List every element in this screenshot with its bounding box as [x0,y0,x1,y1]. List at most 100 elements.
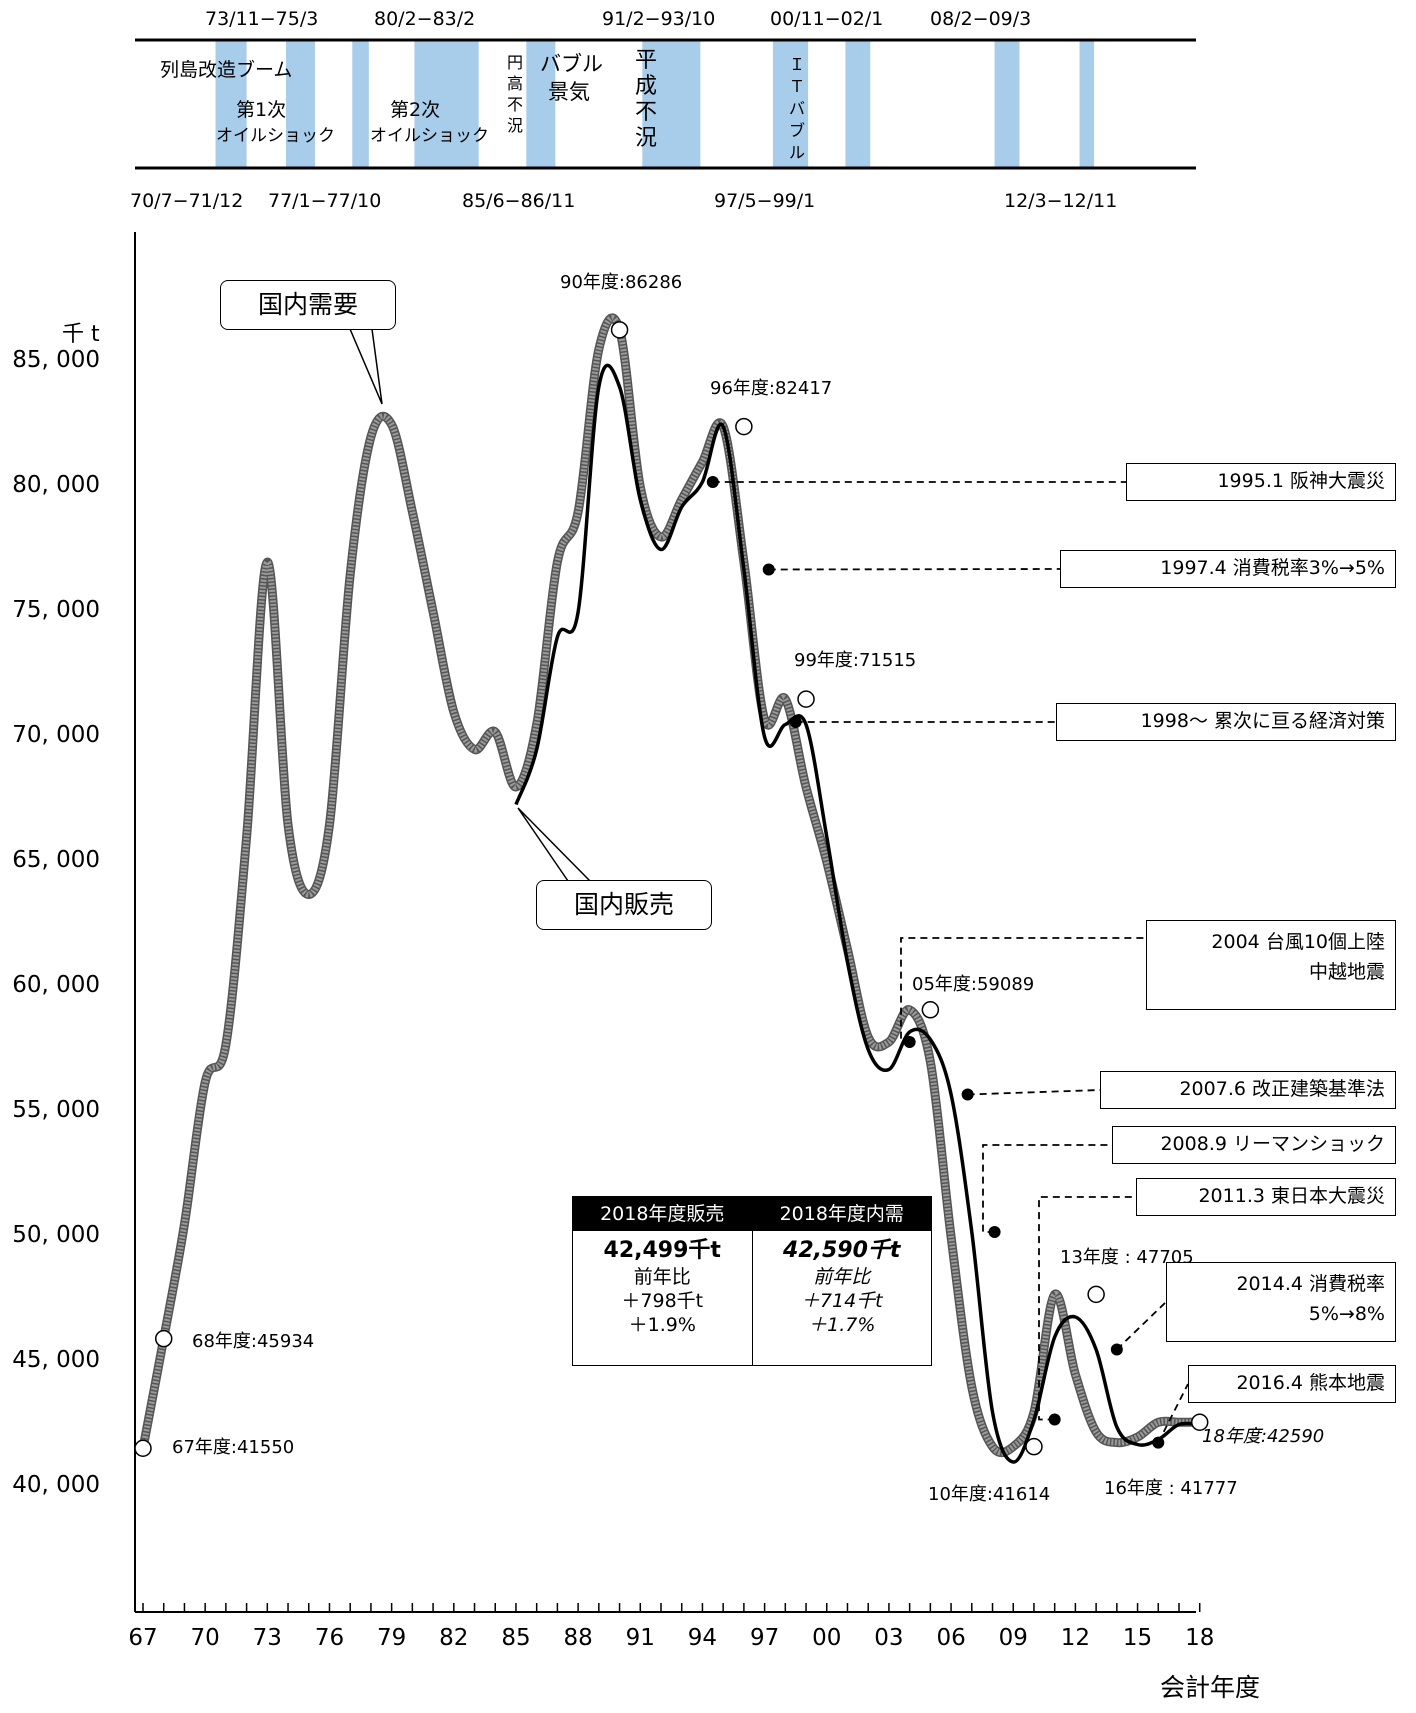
top-range-1: 73/11−75/3 [205,8,319,30]
era-bubble-b: 景気 [548,80,590,104]
y-tick-label: 75, 000 [12,597,100,623]
x-tick-label: 73 [252,1625,282,1651]
summary-demand-value: 42,590千t [783,1238,901,1263]
era-bubble-a: バブル [540,52,603,76]
x-tick-label: 82 [439,1625,469,1651]
marker-open-1990 [610,321,629,339]
marker-open-1999 [797,690,815,708]
event-2004: 2004 台風10個上陸 中越地震 [1146,920,1396,1010]
recession-band-9 [1079,40,1095,168]
x-tick-label: 03 [874,1625,904,1651]
recession-band-8 [994,40,1020,168]
marker-open-2018 [1190,1413,1209,1431]
bottom-range-5: 12/3−12/11 [1004,190,1118,212]
event-leader-1997 [768,568,1061,571]
marker-open-1968 [154,1329,173,1348]
event-marker-1997 [762,563,775,576]
summary-sales-yoy-label: 前年比 [633,1266,691,1288]
recession-band-3 [414,40,479,168]
y-tick-label: 60, 000 [12,972,100,998]
top-range-4: 00/11−02/1 [770,8,884,30]
point-label-05: 05年度:59089 [912,974,1035,995]
event-2014: 2014.4 消費税率 5%→8% [1166,1262,1396,1342]
event-2014-line2: 5%→8% [1308,1303,1385,1325]
recession-band-7 [845,40,871,168]
x-tick-label: 79 [376,1625,407,1651]
event-marker-2004 [903,1036,916,1048]
event-marker-2008 [988,1226,1001,1238]
recession-band-0 [215,40,247,168]
era-oil-shock-2-b: オイルショック [370,126,489,146]
summary-demand-yoy-label: 前年比 [813,1266,871,1288]
event-2016: 2016.4 熊本地震 [1188,1365,1396,1403]
marker-open-2013 [1087,1285,1105,1304]
marker-open-2005 [921,1001,940,1019]
series-demand-line [140,314,1200,1456]
recession-band-4 [526,40,556,168]
summary-sales-value: 42,499千t [603,1238,721,1263]
summary-demand-diff: ＋714千t [800,1290,883,1312]
event-2008: 2008.9 リーマンショック [1112,1126,1396,1164]
x-tick-label: 85 [501,1625,531,1651]
y-tick-label: 50, 000 [12,1222,100,1248]
event-2007: 2007.6 改正建築基準法 [1100,1071,1396,1109]
event-marker-1998 [789,716,802,728]
summary-demand-header: 2018年度内需 [752,1197,931,1231]
era-retto-boom: 列島改造ブーム [160,59,293,81]
x-tick-label: 00 [812,1625,842,1651]
point-label-99: 99年度:71515 [794,650,917,671]
summary-demand-pct: ＋1.7% [808,1314,876,1336]
point-label-13: 13年度 : 47705 [1060,1247,1194,1268]
recession-band-6 [772,40,809,168]
point-label-16: 16年度 : 41777 [1104,1478,1238,1499]
summary-demand-col: 2018年度内需 42,590千t 前年比 ＋714千t ＋1.7% [751,1197,931,1365]
event-marker-1995 [706,476,719,488]
x-tick-label: 09 [998,1625,1028,1651]
point-label-10: 10年度:41614 [928,1484,1051,1505]
summary-sales-header: 2018年度販売 [573,1197,752,1231]
x-tick-label: 97 [749,1625,780,1651]
x-tick-label: 70 [190,1625,220,1651]
era-heisei: 平成不況 [634,48,657,151]
callout-sales-pointer [517,807,591,882]
x-tick-label: 18 [1185,1625,1215,1651]
marker-open-1967 [134,1439,152,1457]
top-range-2: 80/2−83/2 [374,8,476,30]
event-leader-2008 [982,1144,1112,1233]
unit-label: 千 t [62,322,100,347]
recession-band-2 [352,40,369,168]
y-tick-label: 55, 000 [12,1097,100,1123]
point-label-18: 18年度:42590 [1202,1426,1325,1447]
x-tick-label: 91 [625,1625,655,1651]
point-label-67: 67年度:41550 [172,1437,295,1458]
top-range-3: 91/2−93/10 [602,8,716,30]
event-leader-2014 [1116,1301,1167,1351]
y-tick-label: 80, 000 [12,472,100,498]
y-tick-label: 65, 000 [12,847,100,873]
event-1995: 1995.1 阪神大震災 [1126,463,1396,501]
event-marker-2016 [1152,1436,1165,1449]
event-1997: 1997.4 消費税率3%→5% [1060,550,1396,588]
era-endaka: 円高不況 [506,53,523,135]
era-oil-shock-1-b: オイルショック [216,126,335,146]
callout-demand-pointer [349,328,383,405]
x-tick-label: 12 [1060,1625,1091,1651]
marker-open-1996 [735,417,753,436]
point-label-96: 96年度:82417 [710,378,833,399]
top-range-5: 08/2−09/3 [930,8,1032,30]
event-2011: 2011.3 東日本大震災 [1136,1178,1396,1216]
callout-domestic-sales: 国内販売 [536,880,712,930]
bottom-range-4: 97/5−99/1 [714,190,816,212]
series-sales-line [514,363,1200,1464]
x-tick-label: 94 [687,1625,718,1651]
x-tick-label: 67 [128,1625,158,1651]
y-tick-label: 85, 000 [12,347,100,373]
x-tick-label: 15 [1122,1625,1153,1651]
event-marker-2014 [1110,1343,1123,1356]
summary-sales-diff: ＋798千t [621,1290,704,1312]
bottom-range-2: 77/1−77/10 [268,190,382,212]
era-it-bubble: ＩＴバブル [788,55,805,162]
y-tick-label: 70, 000 [12,722,100,748]
y-tick-label: 45, 000 [12,1347,100,1373]
